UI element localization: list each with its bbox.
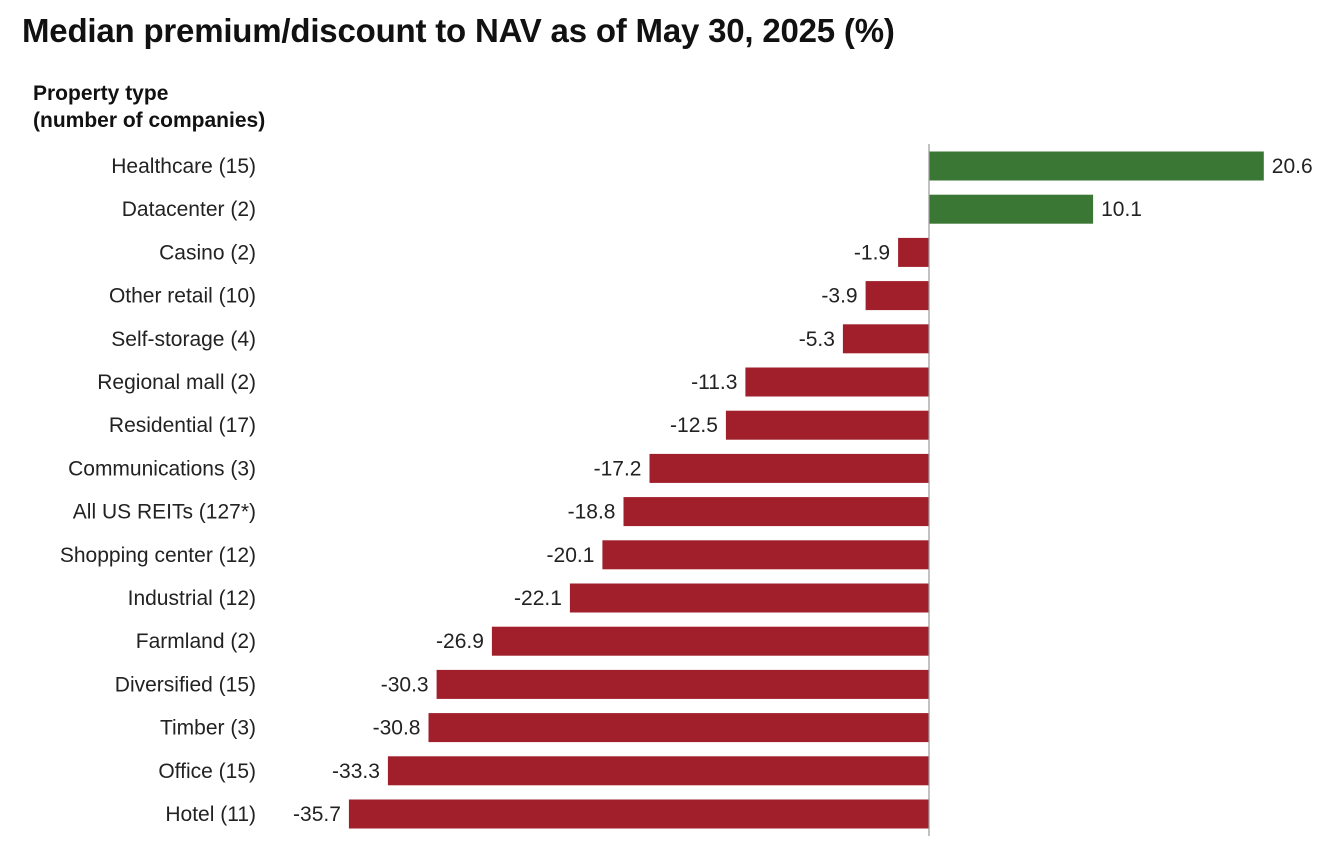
value-label-timber-3: -30.8 <box>373 717 421 740</box>
value-label-shopping-center-12: -20.1 <box>547 544 595 567</box>
value-label-datacenter-2: 10.1 <box>1101 198 1142 221</box>
bar-farmland-2 <box>491 626 929 656</box>
value-label-regional-mall-2: -11.3 <box>691 371 737 394</box>
category-label-office-15: Office (15) <box>158 760 256 783</box>
category-axis-title: Property type (number of companies) <box>33 80 265 134</box>
category-label-self-storage-4: Self-storage (4) <box>111 328 256 351</box>
bar-hotel-11 <box>348 799 929 829</box>
category-label-other-retail-10: Other retail (10) <box>109 285 256 308</box>
bar-all-us-reits-127 <box>623 497 929 527</box>
category-label-timber-3: Timber (3) <box>160 717 256 740</box>
category-label-communications-3: Communications (3) <box>68 457 256 480</box>
category-label-casino-2: Casino (2) <box>159 241 256 264</box>
value-label-hotel-11: -35.7 <box>293 803 341 826</box>
bar-self-storage-4 <box>842 324 929 354</box>
value-label-diversified-15: -30.3 <box>381 673 429 696</box>
value-label-industrial-12: -22.1 <box>514 587 562 610</box>
category-label-farmland-2: Farmland (2) <box>136 630 256 653</box>
bar-industrial-12 <box>569 583 929 613</box>
category-label-shopping-center-12: Shopping center (12) <box>60 544 256 567</box>
category-label-diversified-15: Diversified (15) <box>115 673 256 696</box>
value-label-residential-17: -12.5 <box>670 414 718 437</box>
bar-datacenter-2 <box>929 194 1094 224</box>
category-label-datacenter-2: Datacenter (2) <box>122 198 256 221</box>
bar-residential-17 <box>725 410 929 440</box>
category-label-healthcare-15: Healthcare (15) <box>111 155 256 178</box>
value-label-farmland-2: -26.9 <box>436 630 484 653</box>
category-label-regional-mall-2: Regional mall (2) <box>97 371 256 394</box>
value-label-all-us-reits-127: -18.8 <box>568 501 616 524</box>
category-axis-title-line-1: Property type <box>33 82 169 105</box>
category-label-industrial-12: Industrial (12) <box>128 587 256 610</box>
value-label-other-retail-10: -3.9 <box>821 285 857 308</box>
value-label-healthcare-15: 20.6 <box>1272 155 1313 178</box>
bar-shopping-center-12 <box>602 540 929 570</box>
chart-title: Median premium/discount to NAV as of May… <box>22 12 895 49</box>
bar-timber-3 <box>428 713 929 743</box>
bar-regional-mall-2 <box>745 367 929 397</box>
bar-other-retail-10 <box>865 281 929 311</box>
bar-communications-3 <box>649 453 929 483</box>
value-label-communications-3: -17.2 <box>594 457 642 480</box>
category-label-residential-17: Residential (17) <box>109 414 256 437</box>
value-label-self-storage-4: -5.3 <box>799 328 835 351</box>
category-label-all-us-reits-127: All US REITs (127*) <box>73 501 256 524</box>
category-axis-title-line-2: (number of companies) <box>33 109 266 132</box>
value-label-office-15: -33.3 <box>332 760 380 783</box>
category-label-hotel-11: Hotel (11) <box>165 803 256 826</box>
bar-diversified-15 <box>436 669 929 699</box>
bar-office-15 <box>387 756 929 786</box>
bar-healthcare-15 <box>929 151 1264 181</box>
bar-casino-2 <box>898 237 929 267</box>
value-label-casino-2: -1.9 <box>854 241 890 264</box>
